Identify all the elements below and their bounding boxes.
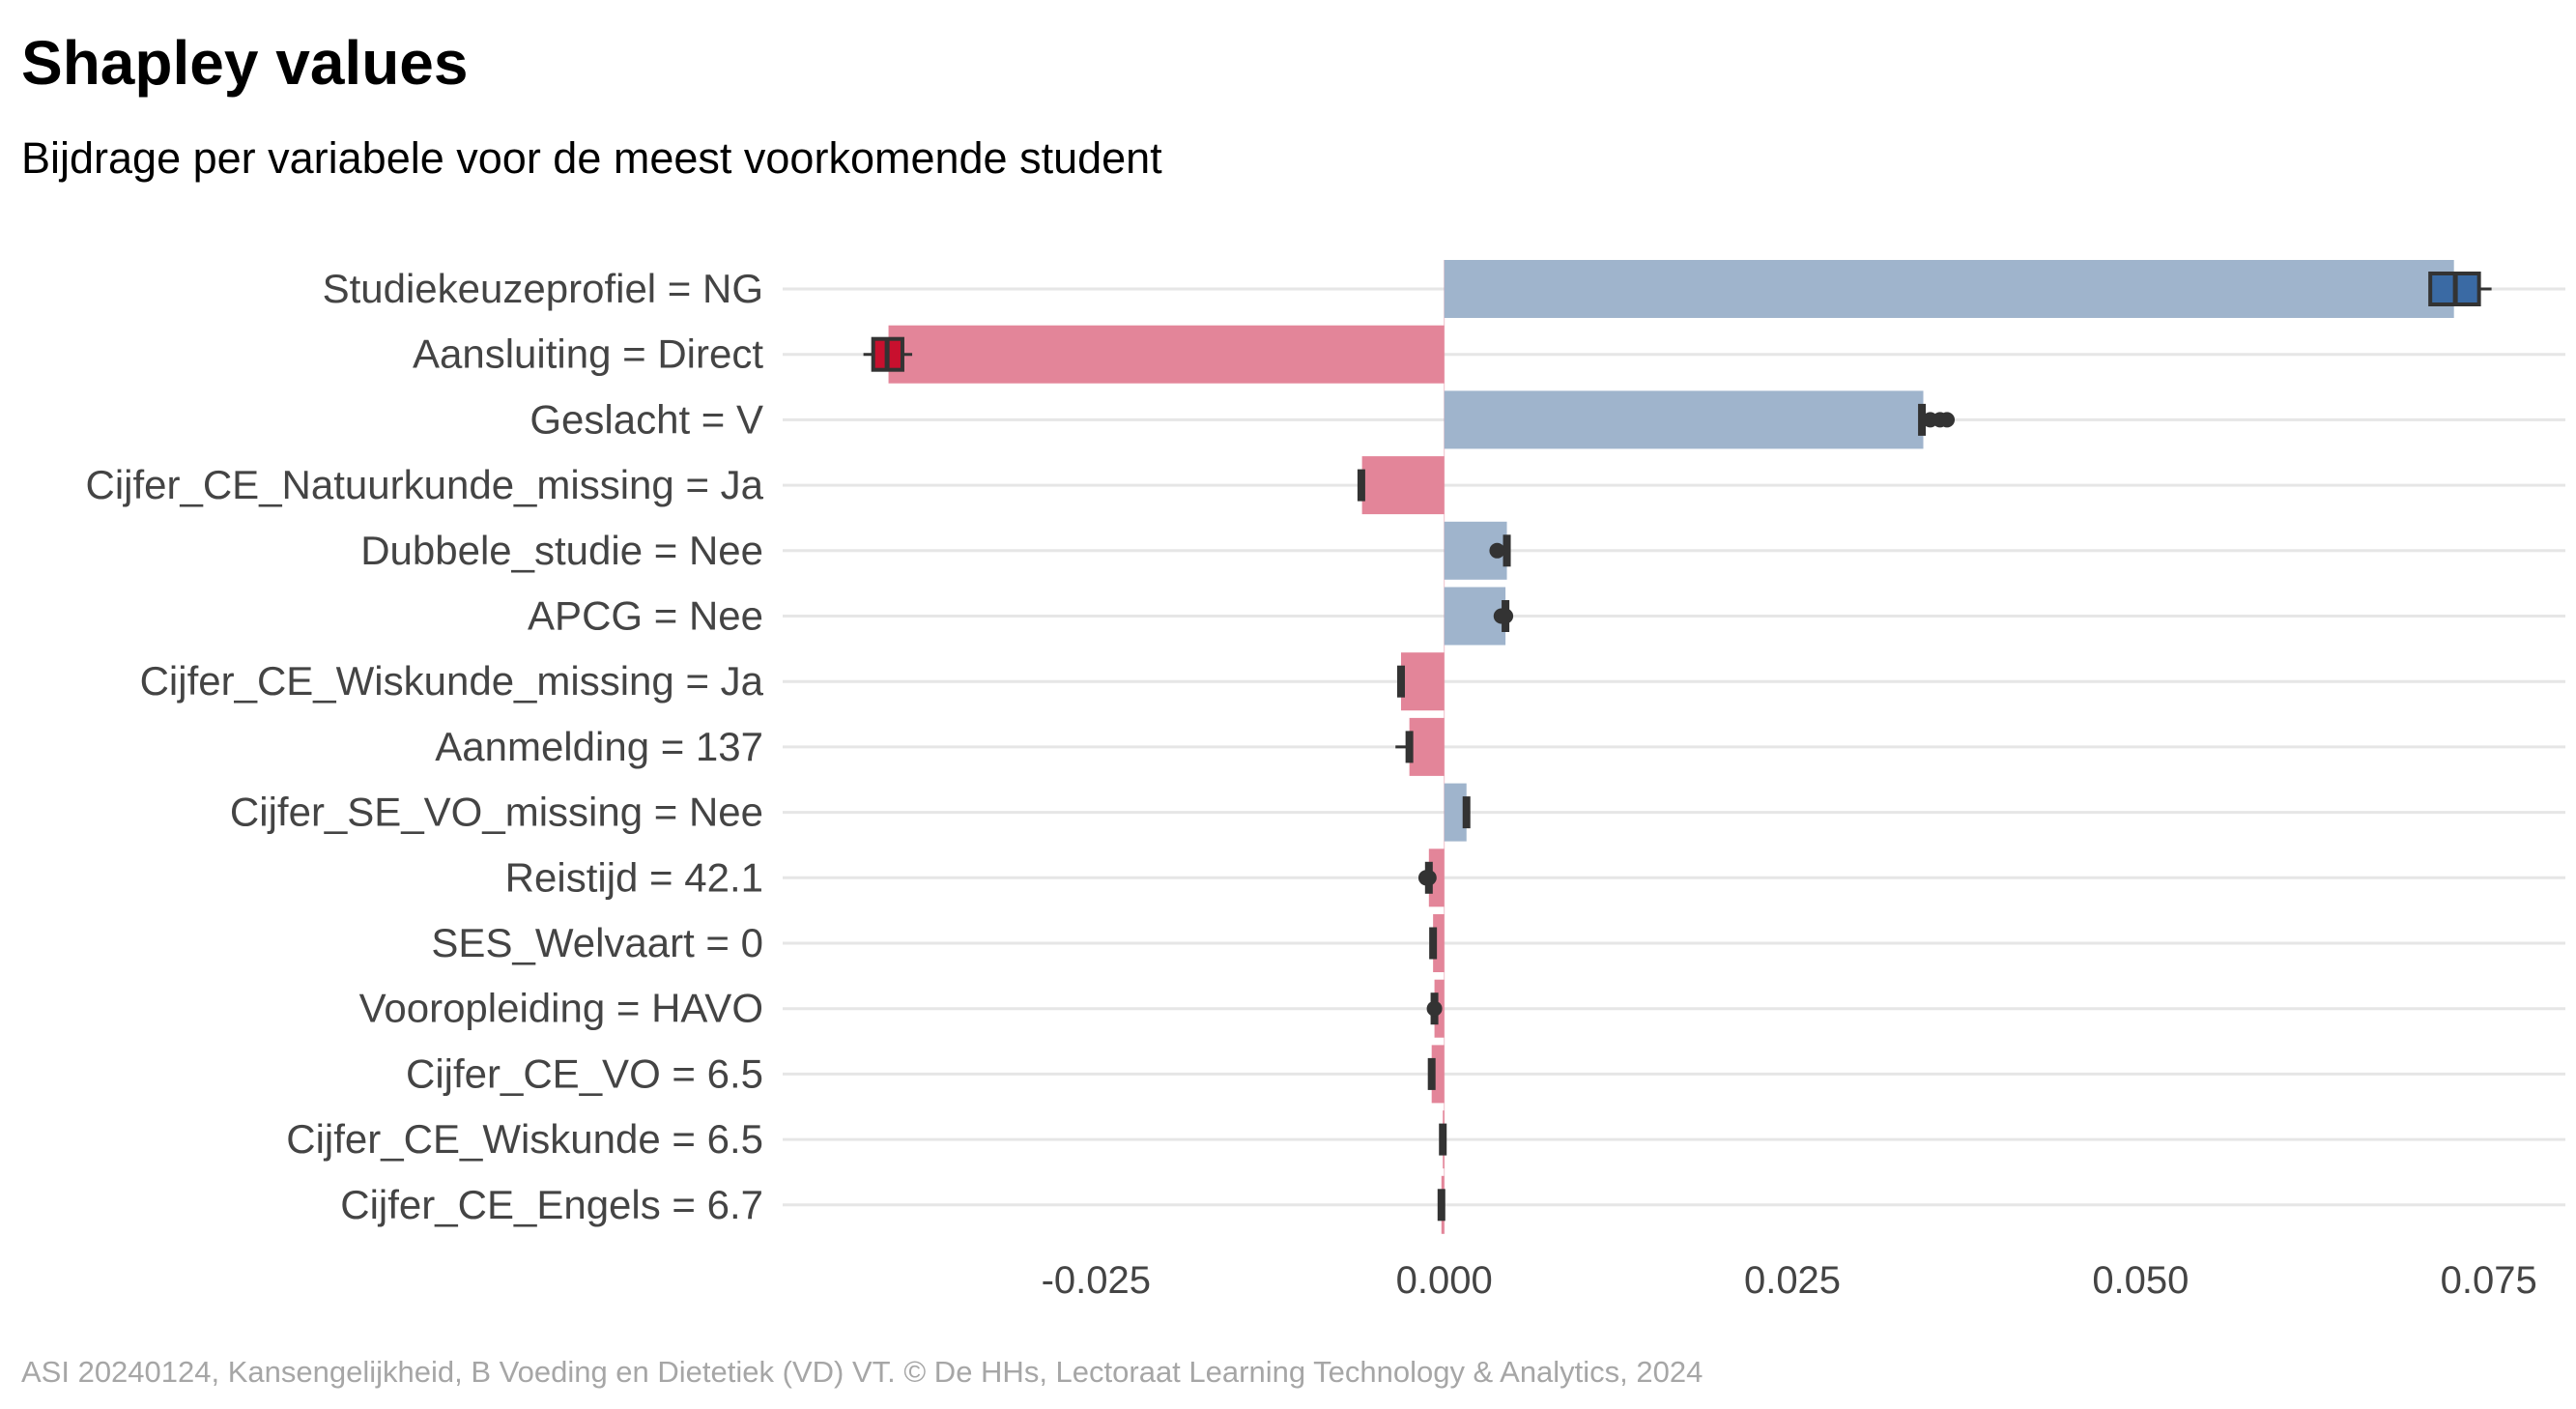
y-tick-label: SES_Welvaart = 0 [431, 920, 763, 965]
y-tick-label: Dubbele_studie = Nee [360, 528, 763, 573]
y-axis-labels: Studiekeuzeprofiel = NG Aansluiting = Dir… [85, 266, 763, 1227]
y-tick-label: Vooropleiding = HAVO [359, 986, 763, 1031]
box [1429, 927, 1438, 960]
y-tick-label: APCG = Nee [528, 593, 763, 639]
y-tick-label: Aansluiting = Direct [413, 331, 763, 377]
outlier-point [1426, 1000, 1443, 1017]
x-tick-label: 0.000 [1396, 1259, 1493, 1302]
y-tick-label: Cijfer_CE_VO = 6.5 [406, 1050, 763, 1096]
x-tick-label: 0.075 [2441, 1259, 2537, 1302]
box [1405, 731, 1414, 763]
box [1357, 469, 1365, 502]
chart-title: Shapley values [21, 28, 469, 98]
bar [1444, 260, 2454, 318]
box [1437, 1189, 1445, 1222]
y-tick-label: Geslacht = V [530, 396, 763, 442]
box [1427, 1057, 1436, 1090]
bar [1444, 783, 1467, 842]
distribution-boxes [863, 272, 2492, 1222]
bar [1361, 456, 1445, 515]
x-tick-label: 0.025 [1744, 1259, 1841, 1302]
y-tick-label: Cijfer_CE_Wiskunde = 6.5 [286, 1116, 763, 1162]
y-tick-label: Aanmelding = 137 [435, 724, 763, 769]
bar [1433, 914, 1445, 972]
bar [1400, 652, 1445, 711]
y-tick-label: Cijfer_CE_Wiskunde_missing = Ja [140, 658, 764, 704]
bars [888, 260, 2454, 1234]
y-tick-label: Cijfer_CE_Natuurkunde_missing = Ja [85, 462, 763, 507]
outlier-point [1420, 870, 1437, 886]
box [1396, 665, 1405, 698]
shapley-bar-chart: Studiekeuzeprofiel = NG Aansluiting = Dir… [85, 260, 2565, 1302]
outlier-point [1489, 542, 1505, 559]
x-tick-label: -0.025 [1042, 1259, 1151, 1302]
outlier-point [1939, 412, 1956, 428]
chart-caption: ASI 20240124, Kansengelijkheid, B Voedin… [21, 1355, 1703, 1389]
y-tick-label: Reistijd = 42.1 [505, 854, 763, 900]
y-tick-label: Cijfer_CE_Engels = 6.7 [340, 1182, 763, 1227]
y-tick-label: Cijfer_SE_VO_missing = Nee [230, 790, 763, 835]
x-axis-labels: -0.025 0.000 0.025 0.050 0.075 [1042, 1259, 2537, 1302]
box [1462, 796, 1471, 829]
x-tick-label: 0.050 [2092, 1259, 2189, 1302]
bar [888, 325, 1445, 384]
chart-subtitle: Bijdrage per variabele voor de meest voo… [21, 133, 1162, 183]
box [1439, 1123, 1447, 1156]
outlier-point [1498, 608, 1514, 624]
y-tick-label: Studiekeuzeprofiel = NG [323, 266, 763, 311]
bar [1444, 390, 1924, 449]
bar [1409, 717, 1445, 776]
grid-lines [783, 260, 2565, 1234]
